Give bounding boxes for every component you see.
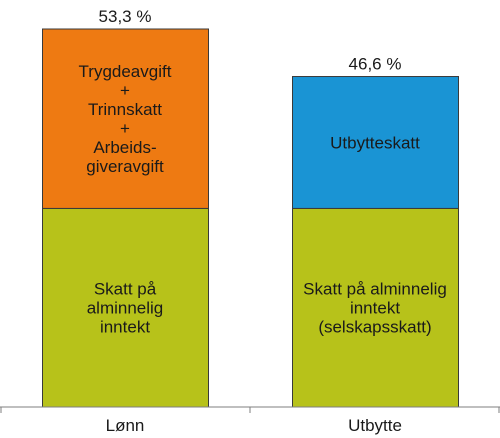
bar-segment-label: Skatt på alminnelig inntekt (87, 280, 164, 337)
bar-segment-label-line: (selskapsskatt) (318, 318, 431, 337)
bar-segment-label-line: Trinnskatt (88, 100, 162, 119)
bar-segment-label: Skatt på alminnelig inntekt (selskapsskatt… (303, 280, 447, 337)
bars-group (42, 28, 459, 408)
bar-segment-label-line: giveravgift (86, 157, 164, 176)
bar-segment-label-line: + (120, 119, 130, 138)
bar-segment-label: Utbytteskatt (330, 133, 420, 152)
category-labels-group: Lønn Utbytte (106, 416, 402, 435)
bar-total-label: 46,6 % (349, 55, 402, 74)
bar-segment-label-line: + (120, 81, 130, 100)
bar-segment-label-line: Skatt på (94, 280, 157, 299)
bar-segment-label-line: alminnelig (87, 299, 164, 318)
x-axis-tick-label: Lønn (106, 416, 145, 435)
bar-segment-label-line: inntekt (100, 318, 150, 337)
bar-segment-label-line: Trygdeavgift (79, 62, 172, 81)
total-labels-group: 53,3 % 46,6 % (99, 7, 402, 74)
bar-segment-label-line: inntekt (350, 299, 400, 318)
bar-segment-label: Trygdeavgift + Trinnskatt + Arbeids-giveravg… (79, 62, 172, 176)
bar-segment (292, 76, 459, 209)
bar-total-label: 53,3 % (99, 7, 152, 26)
x-axis-tick-label: Utbytte (348, 416, 402, 435)
bar-segment-label-line: Skatt på alminnelig (303, 280, 447, 299)
bar-segment-label-line: Arbeids- (93, 138, 156, 157)
bar-segment (42, 28, 209, 209)
bar-segment (42, 207, 209, 408)
bar-segment-label-line: Utbytteskatt (330, 133, 420, 152)
